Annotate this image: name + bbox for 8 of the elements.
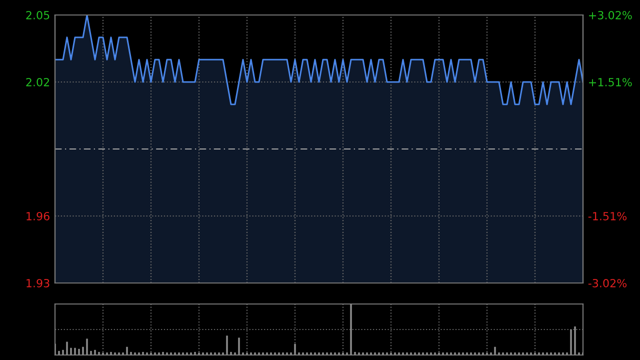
y2-tick-label: +1.51%: [589, 78, 632, 86]
y2-tick-label: +3.02%: [589, 10, 632, 20]
y-tick-label: 1.93: [26, 278, 50, 288]
y-tick-label: 1.96: [26, 212, 50, 220]
y2-tick-label: -1.51%: [588, 212, 627, 220]
y2-tick-label: -3.02%: [588, 278, 627, 288]
y-tick-label: 2.05: [26, 10, 50, 20]
y-tick-label: 2.02: [26, 78, 50, 86]
